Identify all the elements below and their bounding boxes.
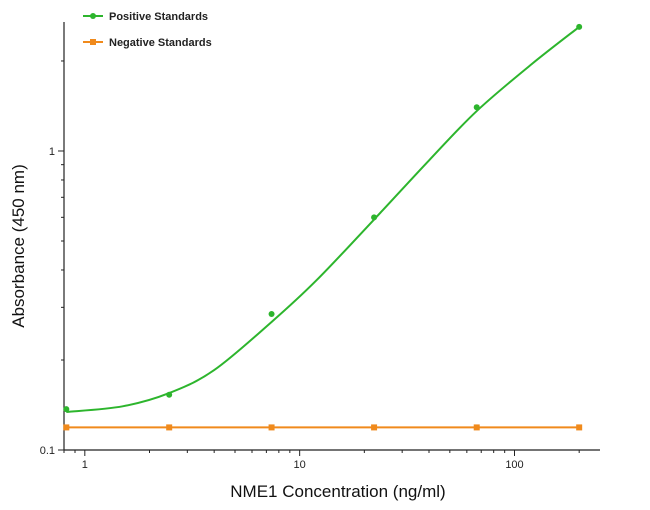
y-tick-label: 1 [49, 146, 55, 158]
negative-standards-point [268, 424, 275, 431]
legend-label: Positive Standards [109, 11, 208, 23]
negative-standards-point [371, 424, 378, 431]
legend: Positive Standards Negative Standards [83, 11, 212, 49]
negative-standards-point [576, 424, 583, 431]
x-tick-label: 1 [82, 459, 88, 471]
negative-standards-point [166, 424, 173, 431]
positive-standards-point [473, 104, 480, 111]
legend-item-positive-standards: Positive Standards [83, 11, 208, 23]
positive-standards-point [166, 391, 173, 398]
y-tick-label: 0.1 [40, 445, 55, 457]
positive-standards-point [63, 406, 70, 413]
negative-standards-point [473, 424, 480, 431]
x-axis-title: NME1 Concentration (ng/ml) [230, 482, 445, 501]
x-tick-label: 10 [294, 459, 306, 471]
legend-swatch-marker [90, 39, 96, 45]
legend-item-negative-standards: Negative Standards [83, 37, 212, 49]
positive-standards-fit-curve [66, 26, 580, 413]
positive-standards-point [576, 23, 583, 30]
positive-standards-point [371, 214, 378, 221]
negative-standards-series [63, 424, 583, 431]
legend-label: Negative Standards [109, 37, 212, 49]
y-axis-title: Absorbance (450 nm) [9, 164, 28, 327]
positive-standards-point [268, 310, 275, 317]
legend-swatch-marker [90, 13, 96, 19]
series-layer [63, 23, 583, 431]
negative-standards-point [63, 424, 70, 431]
positive-standards-series [63, 23, 583, 413]
x-tick-label: 100 [505, 459, 523, 471]
axes: 1 10 100 0.1 1 [40, 22, 600, 471]
